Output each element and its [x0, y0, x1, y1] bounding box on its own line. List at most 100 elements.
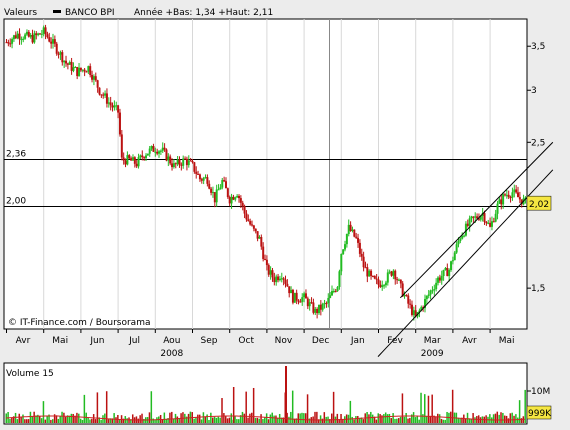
volume-bar — [193, 418, 195, 423]
volume-bar — [258, 418, 260, 423]
volume-bar — [464, 418, 467, 423]
candle-body — [91, 74, 94, 80]
volume-bar — [409, 417, 411, 423]
candle-body — [379, 284, 382, 288]
volume-bar — [202, 412, 205, 423]
x-tick-label: Mar — [424, 336, 441, 346]
candle-body — [61, 52, 64, 63]
candle-body — [470, 216, 473, 219]
candle-body — [130, 158, 133, 161]
volume-bar — [165, 419, 167, 423]
candle-body — [517, 192, 519, 198]
candle-body — [7, 42, 10, 44]
candle-body — [27, 31, 30, 37]
candle-body — [224, 181, 227, 189]
candle-body — [442, 269, 445, 277]
candle-body — [496, 203, 499, 214]
candle-body — [148, 148, 151, 154]
volume-bar — [498, 414, 500, 423]
volume-bar — [267, 419, 270, 423]
candle-body — [463, 235, 466, 237]
candle-body — [446, 267, 449, 277]
candle-body — [331, 291, 333, 296]
volume-bar — [381, 415, 383, 423]
candle-body — [461, 235, 464, 239]
volume-bar — [459, 418, 461, 423]
candle-body — [427, 294, 430, 296]
candle-body — [440, 276, 443, 281]
candle-body — [146, 153, 149, 156]
volume-bar — [238, 419, 240, 423]
volume-bar — [224, 415, 227, 423]
volume-bar — [282, 417, 285, 423]
volume-bar — [444, 419, 446, 423]
x-tick-label: Avr — [16, 336, 31, 346]
volume-bar — [316, 411, 318, 423]
volume-bar — [20, 417, 22, 423]
candle-body — [409, 303, 412, 305]
candle-body — [238, 195, 240, 199]
volume-bar — [130, 419, 132, 423]
volume-bar — [425, 416, 428, 423]
candle-body — [377, 279, 380, 285]
candle-body — [182, 158, 185, 166]
candle-body — [297, 300, 300, 302]
volume-bar — [152, 418, 154, 423]
volume-bar — [290, 411, 292, 423]
volume-bar — [11, 417, 13, 423]
candle-body — [63, 60, 66, 63]
candle-body — [368, 270, 371, 277]
candle-body — [323, 303, 326, 305]
candle-body — [262, 246, 265, 259]
volume-bar — [440, 418, 443, 423]
candle-body — [94, 76, 97, 81]
volume-bar — [100, 419, 102, 423]
candle-body — [464, 223, 467, 236]
volume-bar — [200, 419, 203, 423]
candle-body — [334, 290, 337, 292]
volume-bar — [185, 416, 188, 423]
volume-bar — [252, 387, 255, 423]
volume-bar — [301, 412, 303, 423]
candle-body — [185, 158, 188, 166]
volume-bar — [407, 418, 409, 423]
candle-body — [344, 244, 347, 250]
candle-body — [362, 256, 365, 268]
candle-body — [40, 33, 43, 35]
candle-body — [288, 286, 291, 294]
volume-bar — [215, 417, 218, 423]
candle-body — [68, 61, 71, 65]
candle-body — [269, 270, 272, 275]
candle-body — [24, 34, 27, 39]
volume-bar — [35, 415, 37, 423]
candle-body — [245, 213, 248, 220]
candle-body — [282, 278, 285, 280]
volume-bar — [61, 411, 63, 423]
candle-body — [332, 290, 335, 292]
candle-body — [178, 159, 181, 165]
candle-body — [202, 178, 205, 181]
candle-body — [345, 234, 348, 245]
volume-bar — [297, 413, 300, 423]
candle-body — [96, 80, 99, 88]
volume-bar — [377, 413, 379, 423]
candle-body — [394, 270, 397, 280]
volume-bar — [466, 412, 469, 423]
candle-body — [87, 66, 90, 72]
candle-body — [221, 180, 224, 188]
candle-body — [11, 39, 14, 44]
volume-bar — [353, 419, 355, 423]
volume-bar — [295, 418, 298, 423]
candle-body — [314, 308, 317, 313]
volume-bar — [198, 414, 201, 423]
volume-bar — [412, 412, 415, 423]
candle-body — [46, 34, 49, 38]
candle-body — [524, 197, 527, 199]
x-tick-label: Oct — [238, 336, 254, 346]
candle-body — [198, 174, 201, 180]
candle-body — [152, 146, 155, 152]
candle-body — [515, 189, 518, 193]
volume-bar — [171, 411, 173, 423]
candle-body — [490, 221, 493, 227]
volume-bar — [50, 419, 52, 423]
